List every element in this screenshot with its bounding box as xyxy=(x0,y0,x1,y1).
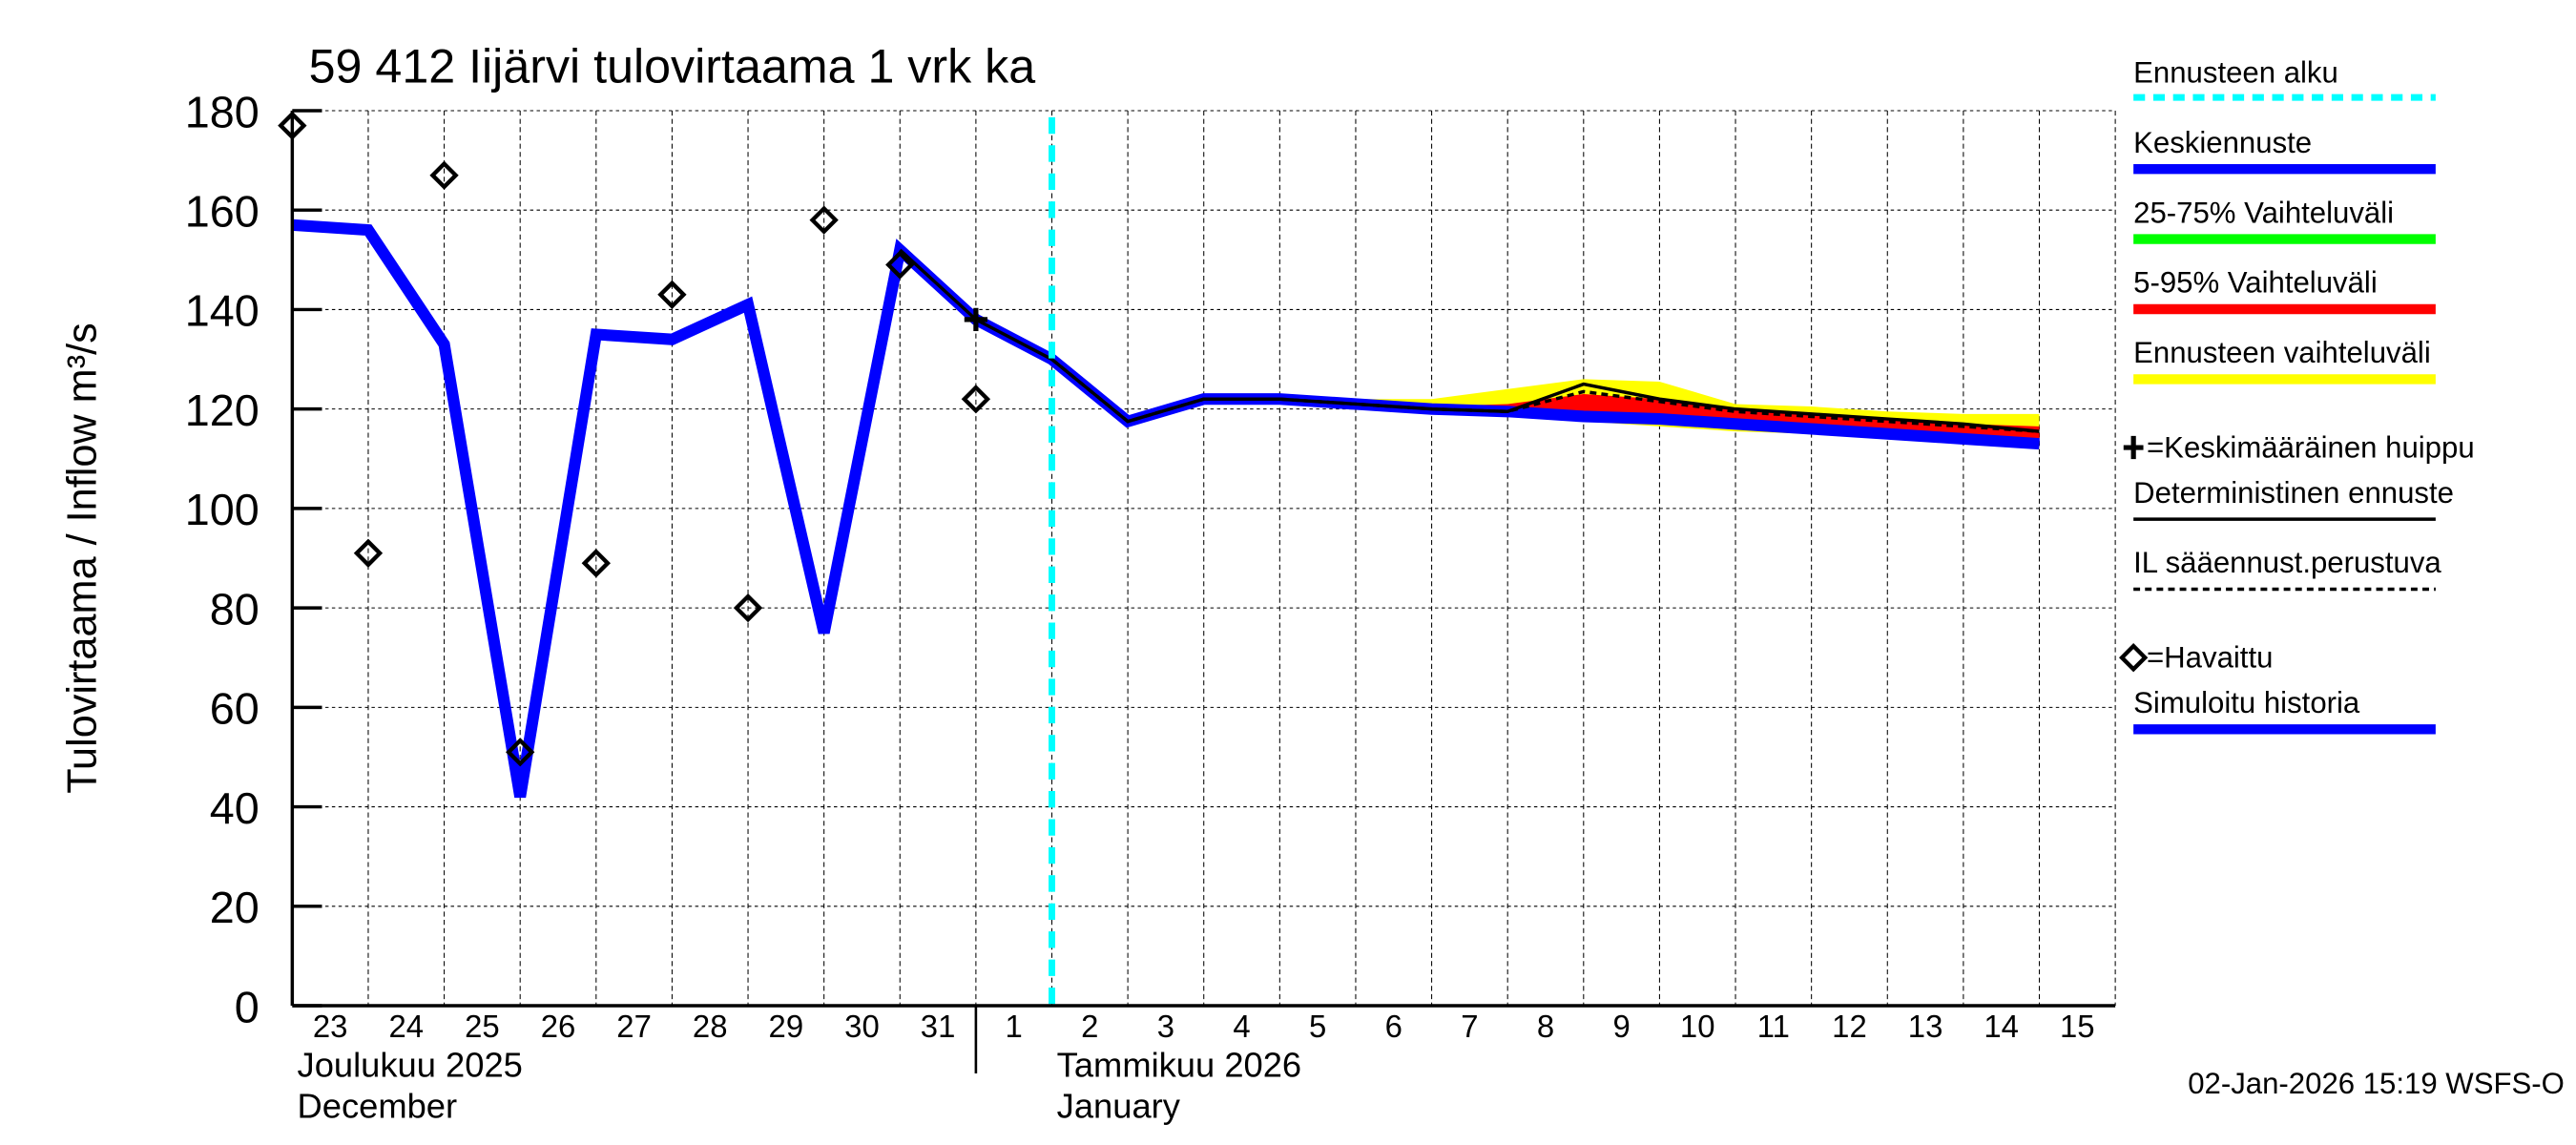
y-tick-label: 160 xyxy=(185,187,260,237)
x-tick-label: 12 xyxy=(1832,1009,1867,1044)
grid xyxy=(292,110,2116,1007)
observed-point xyxy=(961,385,991,414)
month-label-fi: Tammikuu 2026 xyxy=(1057,1045,1301,1084)
legend-label: IL sääennust.perustuva xyxy=(2133,546,2441,579)
x-tick-label: 15 xyxy=(2060,1009,2095,1044)
x-tick-label: 7 xyxy=(1461,1009,1478,1044)
observed-point xyxy=(429,160,459,190)
series xyxy=(278,111,2040,1007)
legend-diamond-icon xyxy=(2118,643,2149,673)
x-tick-label: 4 xyxy=(1233,1009,1250,1044)
x-tick-label: 11 xyxy=(1757,1009,1790,1044)
x-tick-label: 10 xyxy=(1680,1009,1715,1044)
legend-label: =Havaittu xyxy=(2147,641,2273,675)
x-tick-label: 13 xyxy=(1908,1009,1943,1044)
x-tick-label: 25 xyxy=(465,1009,500,1044)
x-tick-label: 24 xyxy=(388,1009,424,1044)
observed-point xyxy=(733,593,763,623)
x-tick-label: 29 xyxy=(769,1009,804,1044)
legend-label: Ennusteen vaihteluväli xyxy=(2133,336,2431,369)
y-tick-label: 140 xyxy=(185,286,260,336)
y-tick-label: 60 xyxy=(210,684,260,734)
x-tick-label: 26 xyxy=(541,1009,576,1044)
x-tick-label: 23 xyxy=(313,1009,348,1044)
x-tick-label: 27 xyxy=(616,1009,652,1044)
y-tick-label: 20 xyxy=(210,883,260,932)
legend-label: Keskiennuste xyxy=(2133,126,2312,159)
legend-plus-icon xyxy=(2123,435,2144,460)
legend-label: =Keskimääräinen huippu xyxy=(2147,430,2475,464)
x-tick-label: 3 xyxy=(1157,1009,1174,1044)
y-tick-label: 40 xyxy=(210,783,260,833)
legend-label: Simuloitu historia xyxy=(2133,686,2360,719)
legend-label: 5-95% Vaihteluväli xyxy=(2133,266,2378,300)
observed-point xyxy=(353,538,384,568)
x-tick-label: 28 xyxy=(693,1009,728,1044)
x-tick-label: 9 xyxy=(1612,1009,1630,1044)
y-tick-label: 120 xyxy=(185,385,260,435)
x-tick-label: 30 xyxy=(844,1009,880,1044)
x-tick-label: 5 xyxy=(1309,1009,1326,1044)
x-tick-label: 8 xyxy=(1537,1009,1554,1044)
observed-point xyxy=(809,205,839,235)
mean-peak-marker xyxy=(964,307,987,331)
x-tick-label: 6 xyxy=(1385,1009,1402,1044)
legend: Ennusteen alku Keskiennuste 25-75% Vaihtel… xyxy=(2118,56,2475,735)
month-label-fi: Joulukuu 2025 xyxy=(298,1045,523,1084)
footer-timestamp: 02-Jan-2026 15:19 WSFS-O xyxy=(2188,1067,2565,1100)
y-tick-label: 0 xyxy=(235,982,260,1031)
x-tick-label: 2 xyxy=(1081,1009,1098,1044)
y-tick-label: 100 xyxy=(185,485,260,534)
month-label-en: December xyxy=(298,1087,458,1126)
chart-title: 59 412 Iijärvi tulovirtaama 1 vrk ka xyxy=(309,40,1036,94)
x-tick-label: 31 xyxy=(921,1009,956,1044)
observed-point xyxy=(885,250,915,280)
legend-label: Deterministinen ennuste xyxy=(2133,476,2454,510)
y-axis-label: Tulovirtaama / Inflow m³/s xyxy=(59,323,105,794)
y-tick-label: 180 xyxy=(185,87,260,136)
simulated-history-line xyxy=(291,219,2040,799)
y-tick-label: 80 xyxy=(210,584,260,634)
x-tick-label: 1 xyxy=(1006,1009,1023,1044)
x-tick-label: 14 xyxy=(1984,1009,2019,1044)
observed-point xyxy=(657,280,687,309)
observed-point xyxy=(506,738,535,767)
month-label-en: January xyxy=(1057,1087,1181,1126)
legend-label: Ennusteen alku xyxy=(2133,56,2338,90)
legend-label: 25-75% Vaihteluväli xyxy=(2133,196,2394,229)
observed-point xyxy=(581,549,611,578)
deterministic-forecast-line xyxy=(899,248,2040,433)
